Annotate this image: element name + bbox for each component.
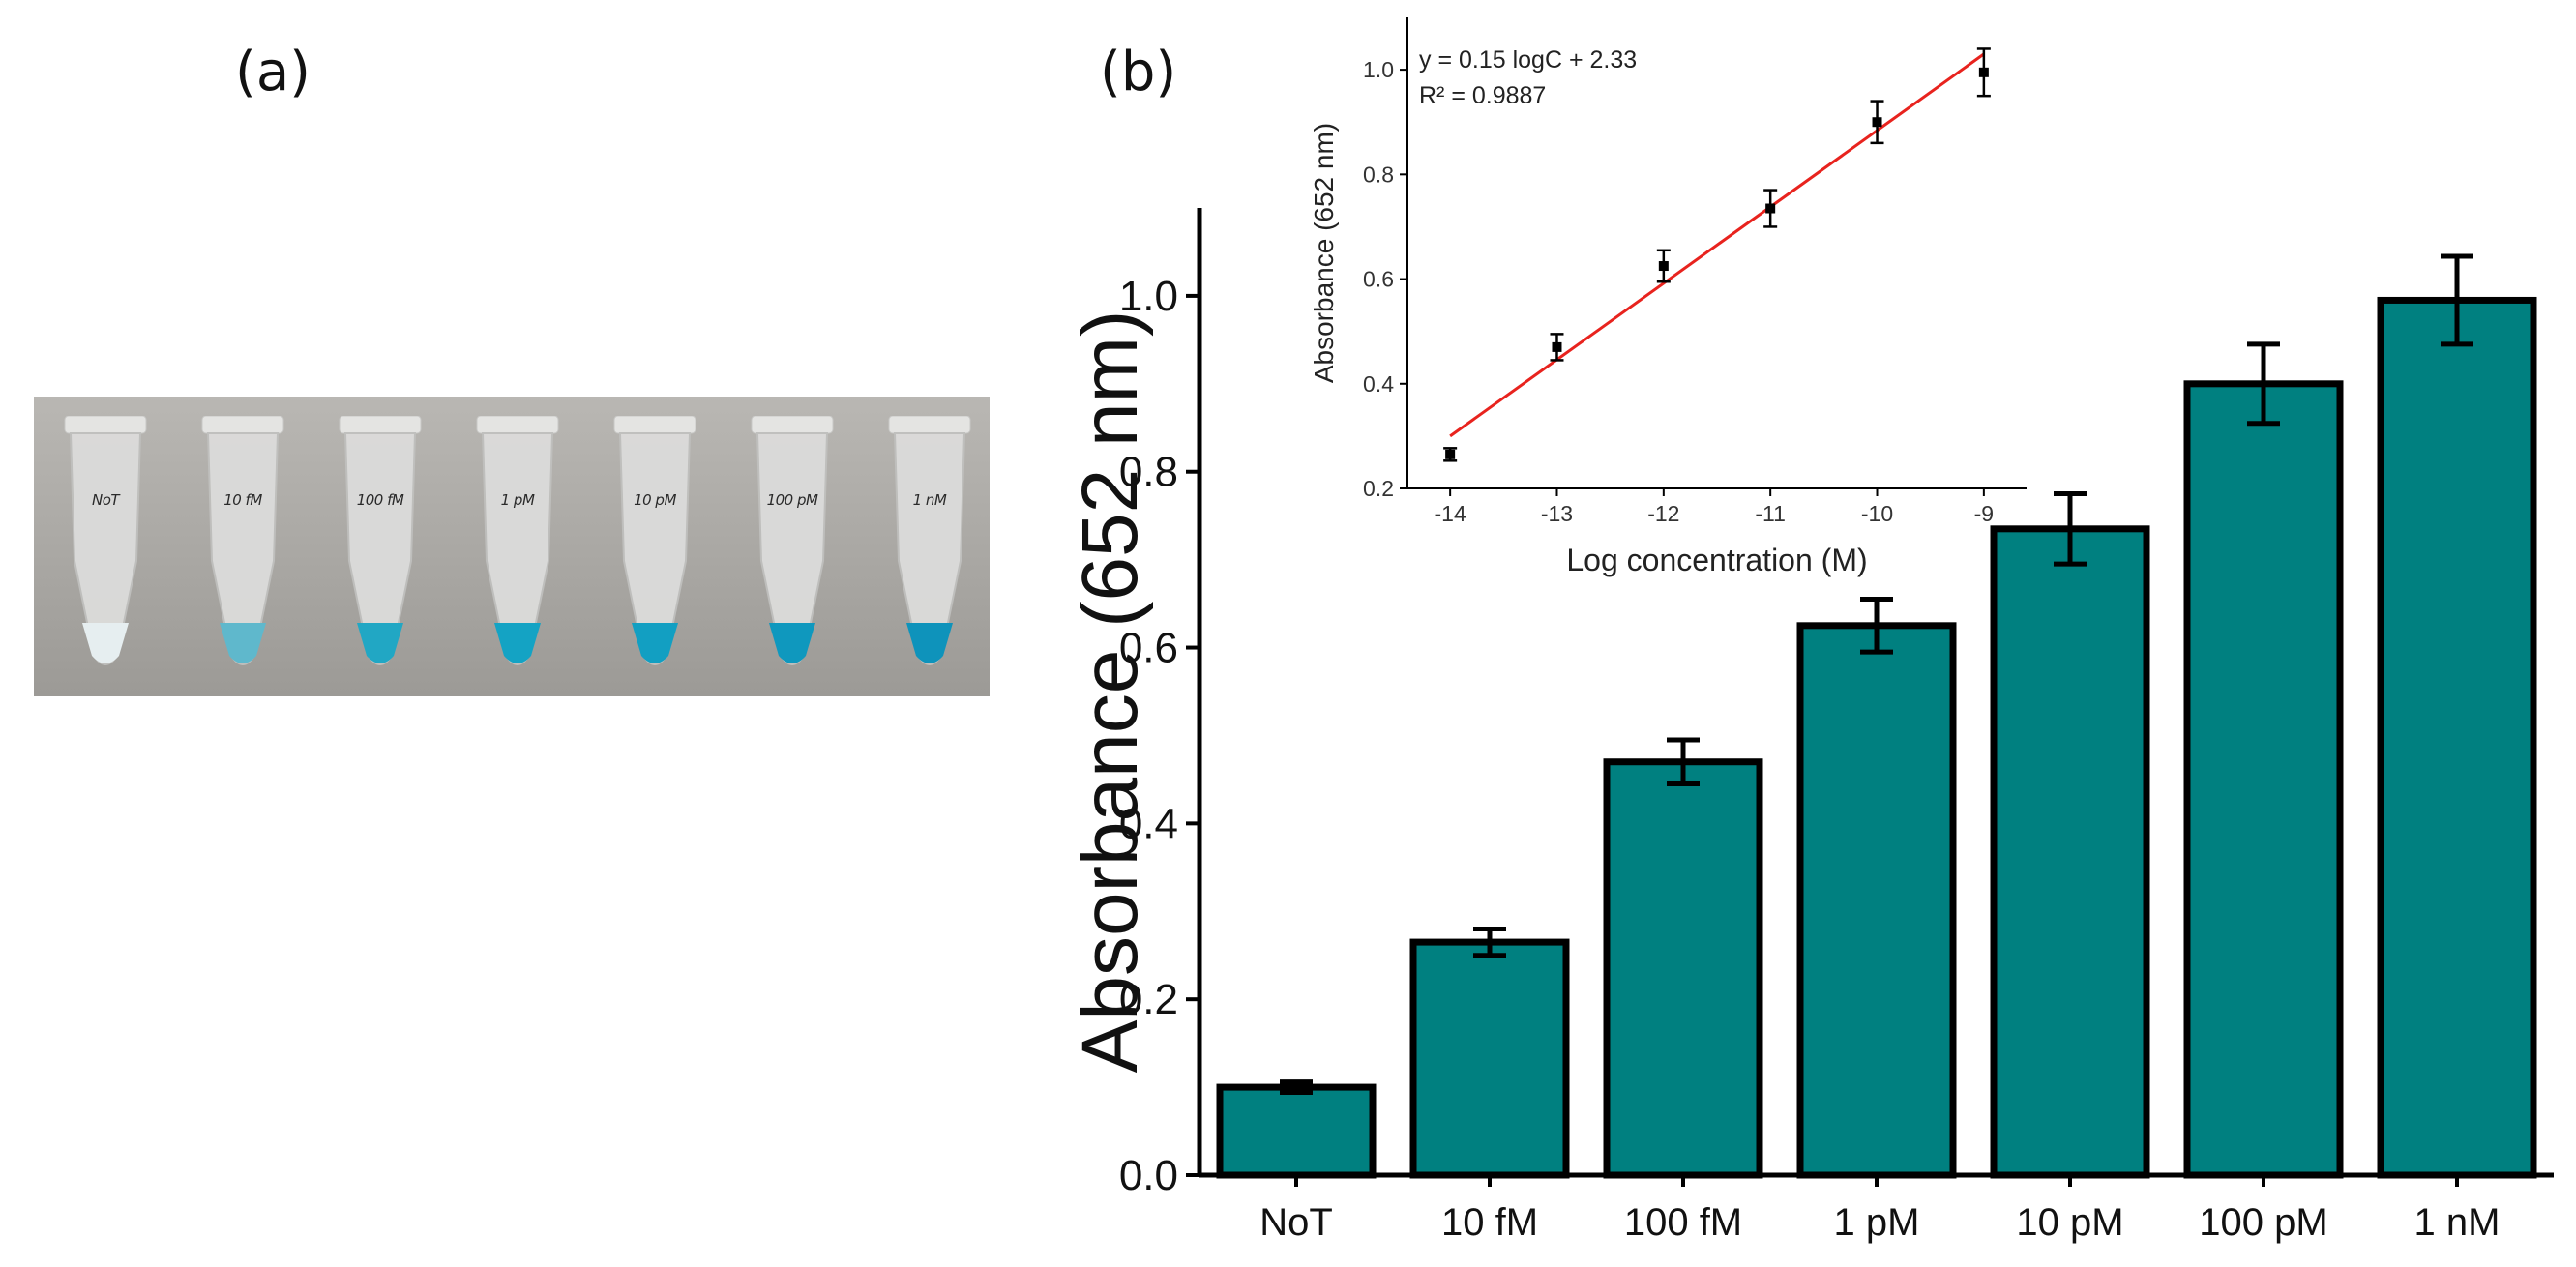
tube-label-2: 100 fM <box>356 491 404 509</box>
x-tick-label-3: 1 pM <box>1834 1201 1920 1244</box>
inset-y-tick-label-2: 0.6 <box>1363 267 1394 292</box>
y-tick-label-4: 0.8 <box>1119 449 1178 496</box>
inset-y-axis-title: Absorbance (652 nm) <box>1309 123 1339 383</box>
tube-label-1: 10 fM <box>223 491 262 509</box>
y-axis-title: Absorbance (652 nm) <box>1066 310 1154 1074</box>
inset-point-3 <box>1765 203 1776 214</box>
bar-3 <box>1796 622 1957 1179</box>
panel-label-a: (a) <box>235 41 311 103</box>
x-tick-label-0: NoT <box>1259 1201 1333 1244</box>
x-tick-label-1: 10 fM <box>1441 1201 1538 1244</box>
y-tick-label-1: 0.2 <box>1119 976 1178 1023</box>
tube-label-5: 100 pM <box>766 491 818 509</box>
tube-5: 100 pM <box>748 416 837 675</box>
tube-1: 10 fM <box>198 416 287 675</box>
tube-6: 1 nM <box>885 416 974 675</box>
tube-label-0: NoT <box>91 491 120 509</box>
inset-point-0 <box>1445 449 1456 459</box>
tube-3: 1 pM <box>473 416 562 675</box>
tube-label-4: 10 pM <box>634 491 676 509</box>
tube-label-6: 1 nM <box>912 491 947 509</box>
bar-6 <box>2377 296 2537 1179</box>
inset-x-axis-title: Log concentration (M) <box>1566 543 1867 577</box>
tube-2: 100 fM <box>336 416 425 675</box>
x-tick-label-4: 10 pM <box>2016 1201 2123 1244</box>
inset-y-tick-label-3: 0.8 <box>1363 162 1394 187</box>
bar-0 <box>1216 1083 1377 1179</box>
tube-0: NoT <box>61 416 150 675</box>
tube-label-3: 1 pM <box>500 491 535 509</box>
inset-x-tick-label-5: -9 <box>1974 501 1994 526</box>
inset-point-5 <box>1978 67 1989 77</box>
inset-fit-line <box>1449 52 1985 438</box>
x-tick-label-6: 1 nM <box>2414 1201 2501 1244</box>
y-tick-label-5: 1.0 <box>1119 273 1178 320</box>
inset-y-tick-label-1: 0.4 <box>1363 371 1394 397</box>
x-tick-label-2: 100 fM <box>1624 1201 1742 1244</box>
bar-1 <box>1409 938 1570 1179</box>
bar-4 <box>1990 525 2150 1179</box>
bar-2 <box>1603 758 1763 1179</box>
inset-point-4 <box>1872 117 1882 128</box>
inset-x-tick-label-0: -14 <box>1435 501 1466 526</box>
inset-x-tick-label-1: -13 <box>1541 501 1573 526</box>
y-tick-label-3: 0.6 <box>1119 625 1178 672</box>
tube-photo: NoT 10 fM 100 fM 1 pM 10 pM 100 pM 1 nM <box>34 397 990 696</box>
inset-y-tick-label-4: 1.0 <box>1363 57 1394 82</box>
inset-x-tick-label-4: -10 <box>1861 501 1893 526</box>
inset-equation: y = 0.15 logC + 2.33 <box>1419 46 1637 74</box>
bar-5 <box>2183 380 2344 1179</box>
inset-point-1 <box>1552 341 1562 352</box>
tube-4: 10 pM <box>610 416 699 675</box>
inset-r2: R² = 0.9887 <box>1419 82 1546 109</box>
inset-point-2 <box>1658 261 1669 272</box>
y-tick-label-2: 0.4 <box>1119 800 1178 847</box>
x-tick-label-5: 100 pM <box>2199 1201 2327 1244</box>
panel-label-b: (b) <box>1100 41 1177 103</box>
inset-x-tick-label-3: -11 <box>1755 501 1786 526</box>
inset-x-tick-label-2: -12 <box>1647 501 1679 526</box>
inset-y-tick-label-0: 0.2 <box>1363 476 1394 501</box>
y-tick-label-0: 0.0 <box>1119 1152 1178 1199</box>
